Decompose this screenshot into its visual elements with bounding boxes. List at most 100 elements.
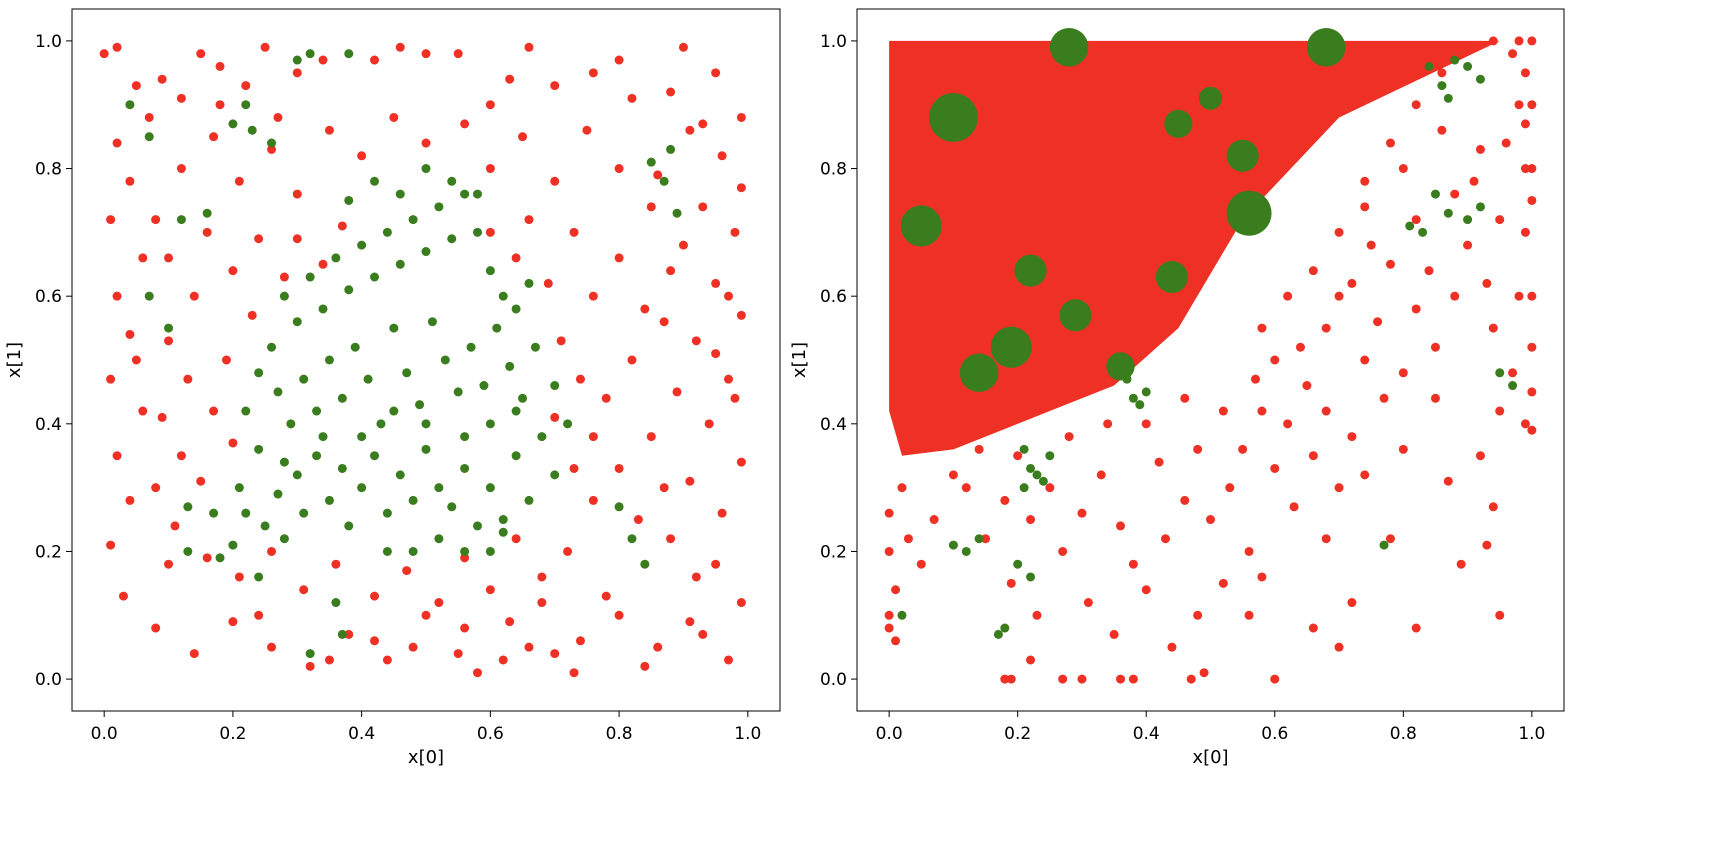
scatter-point <box>221 355 231 365</box>
scatter-point <box>234 572 244 582</box>
scatter-point <box>228 266 238 276</box>
scatter-point <box>1257 572 1267 582</box>
scatter-point <box>472 668 482 678</box>
scatter-point <box>1096 470 1106 480</box>
scatter-point <box>453 387 463 397</box>
scatter-point <box>498 527 508 537</box>
scatter-point <box>234 176 244 186</box>
scatter-point <box>492 323 502 333</box>
y-tick-label: 0.8 <box>820 160 847 180</box>
scatter-point <box>601 393 611 403</box>
scatter-point <box>344 49 354 59</box>
scatter-point <box>1379 540 1389 550</box>
scatter-point <box>1527 342 1537 352</box>
scatter-point <box>434 483 444 493</box>
point-cluster <box>1164 109 1193 139</box>
scatter-point <box>1437 68 1447 78</box>
scatter-point <box>434 598 444 608</box>
scatter-point <box>125 495 135 505</box>
scatter-point <box>685 617 695 627</box>
scatter-point <box>524 495 534 505</box>
scatter-point <box>125 176 135 186</box>
scatter-point <box>1218 406 1228 416</box>
scatter-point <box>736 112 746 122</box>
scatter-point <box>228 540 238 550</box>
scatter-point <box>1527 425 1537 435</box>
scatter-point <box>344 285 354 295</box>
scatter-point <box>202 553 212 563</box>
y-axis-label: x[1] <box>789 342 810 378</box>
x-tick-label: 0.8 <box>1390 724 1417 744</box>
scatter-point <box>125 100 135 110</box>
scatter-point <box>1026 655 1036 665</box>
scatter-point <box>408 495 418 505</box>
scatter-point <box>370 176 380 186</box>
scatter-point <box>485 483 495 493</box>
scatter-point <box>505 74 515 84</box>
scatter-point <box>260 521 270 531</box>
scatter-point <box>254 368 264 378</box>
scatter-point <box>112 451 122 461</box>
scatter-point <box>1482 278 1492 288</box>
scatter-point <box>460 623 470 633</box>
scatter-point <box>1373 317 1383 327</box>
scatter-point <box>1045 451 1055 461</box>
scatter-point <box>550 470 560 480</box>
scatter-point <box>337 221 347 231</box>
scatter-point <box>614 610 624 620</box>
scatter-point <box>717 151 727 161</box>
scatter-point <box>646 202 656 212</box>
x-tick-label: 0.4 <box>1133 724 1160 744</box>
scatter-point <box>267 546 277 556</box>
scatter-point <box>666 266 676 276</box>
scatter-point <box>209 508 219 518</box>
scatter-point <box>370 55 380 65</box>
scatter-point <box>305 661 315 671</box>
scatter-point <box>1385 534 1395 544</box>
scatter-point <box>511 304 521 314</box>
point-cluster <box>1226 190 1272 236</box>
scatter-point <box>1501 138 1511 148</box>
scatter-point <box>279 272 289 282</box>
scatter-point <box>678 240 688 250</box>
scatter-point <box>324 655 334 665</box>
scatter-point <box>646 432 656 442</box>
scatter-point <box>421 49 431 59</box>
point-cluster <box>1049 28 1089 67</box>
scatter-point <box>312 451 322 461</box>
scatter-point <box>1257 406 1267 416</box>
scatter-point <box>1026 515 1036 525</box>
scatter-point <box>1443 476 1453 486</box>
scatter-point <box>910 381 920 391</box>
scatter-point <box>1019 483 1029 493</box>
scatter-point <box>151 215 161 225</box>
scatter-point <box>202 208 212 218</box>
scatter-point <box>170 521 180 531</box>
scatter-point <box>209 406 219 416</box>
scatter-point <box>1128 674 1138 684</box>
scatter-point <box>1411 304 1421 314</box>
scatter-point <box>370 272 380 282</box>
scatter-point <box>563 419 573 429</box>
scatter-point <box>1270 355 1280 365</box>
scatter-point <box>279 457 289 467</box>
scatter-point <box>1038 393 1048 403</box>
scatter-point <box>505 361 515 371</box>
y-tick-label: 0.2 <box>820 542 847 562</box>
point-cluster <box>1155 260 1189 294</box>
scatter-point <box>936 432 946 442</box>
scatter-point <box>961 483 971 493</box>
scatter-point <box>711 68 721 78</box>
scatter-point <box>569 668 579 678</box>
point-cluster <box>900 205 942 247</box>
scatter-point <box>1141 387 1151 397</box>
scatter-point <box>736 310 746 320</box>
scatter-point <box>550 412 560 422</box>
scatter-point <box>1527 164 1537 174</box>
scatter-point <box>698 202 708 212</box>
scatter-point <box>292 470 302 480</box>
x-tick-label: 0.6 <box>477 724 504 744</box>
scatter-point <box>485 100 495 110</box>
scatter-point <box>176 164 186 174</box>
scatter-point <box>1013 451 1023 461</box>
